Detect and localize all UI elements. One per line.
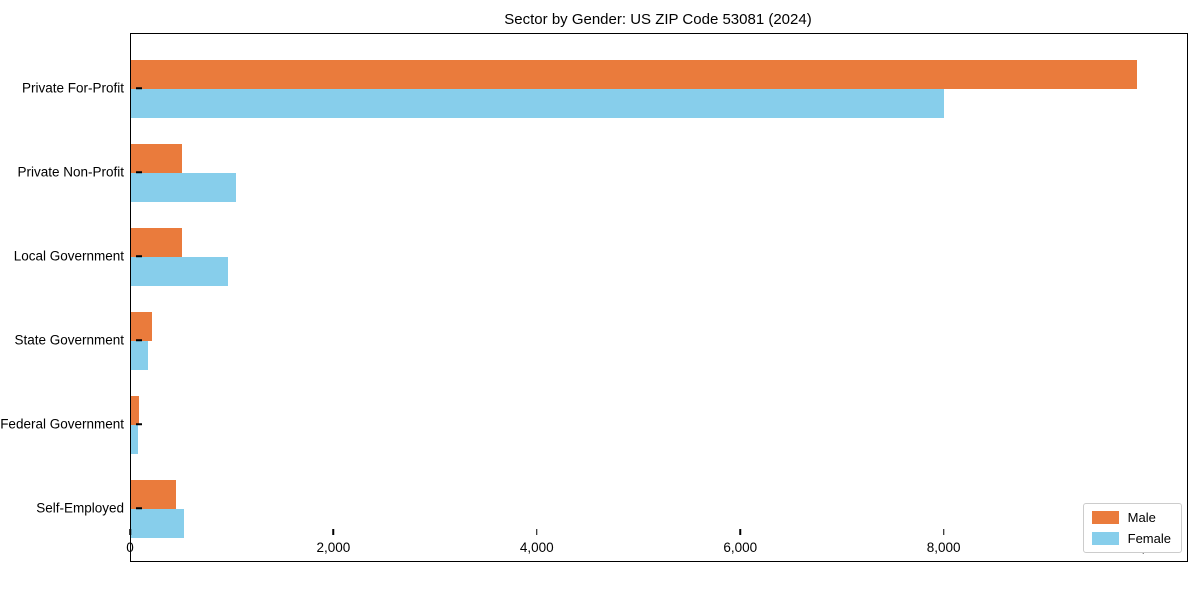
y-tick-label: Private Non-Profit (17, 164, 124, 180)
y-tick-label: Federal Government (0, 416, 124, 432)
x-tick-label: 4,000 (519, 540, 554, 555)
y-tick-mark (136, 255, 142, 257)
legend: Male Female (1082, 503, 1182, 553)
x-tick-mark (739, 529, 741, 535)
bar-female-5 (131, 425, 139, 454)
y-tick-mark (136, 87, 142, 89)
bar-male-5 (131, 396, 140, 425)
chart-title: Sector by Gender: US ZIP Code 53081 (202… (504, 11, 812, 28)
x-tick-mark (332, 529, 335, 535)
plot-area: Male Female (130, 33, 1188, 562)
bar-female-2 (131, 173, 236, 202)
y-tick-mark (136, 339, 142, 341)
x-tick-label: 8,000 (926, 540, 961, 555)
y-tick-label: Local Government (13, 248, 124, 264)
legend-item-female: Female (1091, 531, 1171, 546)
legend-label-female: Female (1127, 531, 1171, 546)
bar-male-3 (131, 228, 183, 257)
y-tick-mark (136, 507, 142, 509)
x-tick-mark (129, 529, 131, 535)
bar-male-6 (131, 480, 176, 509)
y-tick-mark (136, 423, 142, 425)
y-tick-label: Private For-Profit (21, 80, 124, 96)
male-swatch-icon (1091, 511, 1119, 524)
bar-male-4 (131, 312, 153, 341)
x-tick-mark (942, 529, 945, 535)
legend-item-male: Male (1091, 510, 1171, 525)
y-tick-mark (136, 171, 142, 173)
y-tick-label: State Government (14, 332, 124, 348)
bar-female-3 (131, 257, 228, 286)
bar-male-1 (131, 60, 1137, 89)
bar-female-6 (131, 509, 184, 538)
bar-female-1 (131, 89, 944, 118)
bar-female-4 (131, 341, 149, 370)
legend-label-male: Male (1127, 510, 1156, 525)
female-swatch-icon (1091, 532, 1119, 545)
x-tick-label: 2,000 (316, 540, 351, 555)
x-tick-label: 0 (126, 540, 134, 555)
x-tick-mark (536, 529, 538, 535)
x-tick-label: 6,000 (723, 540, 758, 555)
y-tick-label: Self-Employed (36, 500, 124, 516)
bar-male-2 (131, 144, 182, 173)
